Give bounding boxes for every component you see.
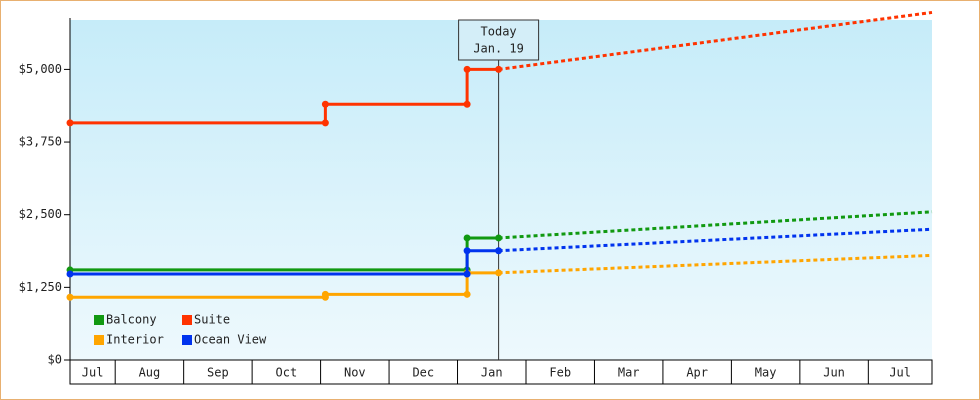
price-line bbox=[70, 249, 499, 276]
forecast-line bbox=[498, 227, 933, 253]
y-tick-label: $5,000 bbox=[19, 62, 62, 76]
x-tick-label: Sep bbox=[207, 366, 229, 380]
legend-swatch bbox=[94, 315, 104, 325]
legend-swatch bbox=[182, 315, 192, 325]
marker bbox=[463, 290, 471, 298]
marker bbox=[321, 119, 329, 127]
x-axis-box bbox=[69, 359, 933, 385]
price-line bbox=[70, 67, 499, 125]
x-tick-label: May bbox=[755, 366, 777, 380]
x-tick-label: Jun bbox=[823, 366, 845, 380]
x-tick-label: Jul bbox=[82, 366, 104, 380]
x-tick-label: Jul bbox=[889, 366, 911, 380]
marker bbox=[463, 247, 471, 255]
y-tick-label: $0 bbox=[48, 353, 62, 367]
y-tick-label: $1,250 bbox=[19, 280, 62, 294]
legend-label: Balcony bbox=[106, 313, 157, 327]
price-line bbox=[70, 271, 499, 299]
x-tick-label: Apr bbox=[686, 366, 708, 380]
x-tick-label: Aug bbox=[139, 366, 161, 380]
plot-area bbox=[70, 20, 932, 360]
marker bbox=[495, 247, 503, 255]
forecast-line bbox=[498, 210, 933, 240]
x-tick-label: Dec bbox=[412, 366, 434, 380]
marker bbox=[463, 270, 471, 278]
x-tick-label: Oct bbox=[276, 366, 298, 380]
forecast-line bbox=[498, 10, 933, 71]
x-tick-label: Feb bbox=[549, 366, 571, 380]
marker bbox=[321, 290, 329, 298]
marker bbox=[321, 100, 329, 108]
today-label: Jan. 19 bbox=[473, 42, 524, 56]
x-tick-label: Jan bbox=[481, 366, 503, 380]
x-tick-label: Mar bbox=[618, 366, 640, 380]
today-box bbox=[458, 19, 540, 61]
legend-label: Ocean View bbox=[194, 333, 267, 347]
marker bbox=[495, 234, 503, 242]
today-label: Today bbox=[481, 25, 517, 39]
legend-label: Suite bbox=[194, 313, 230, 327]
legend-label: Interior bbox=[106, 333, 164, 347]
legend-swatch bbox=[182, 335, 192, 345]
y-tick-label: $3,750 bbox=[19, 135, 62, 149]
legend-swatch bbox=[94, 335, 104, 345]
forecast-line bbox=[498, 253, 933, 275]
x-tick-label: Nov bbox=[344, 366, 366, 380]
marker bbox=[66, 270, 74, 278]
marker bbox=[66, 119, 74, 127]
marker bbox=[463, 234, 471, 242]
marker bbox=[463, 100, 471, 108]
marker bbox=[495, 65, 503, 73]
marker bbox=[495, 269, 503, 277]
marker bbox=[66, 293, 74, 301]
y-tick-label: $2,500 bbox=[19, 207, 62, 221]
marker bbox=[463, 65, 471, 73]
